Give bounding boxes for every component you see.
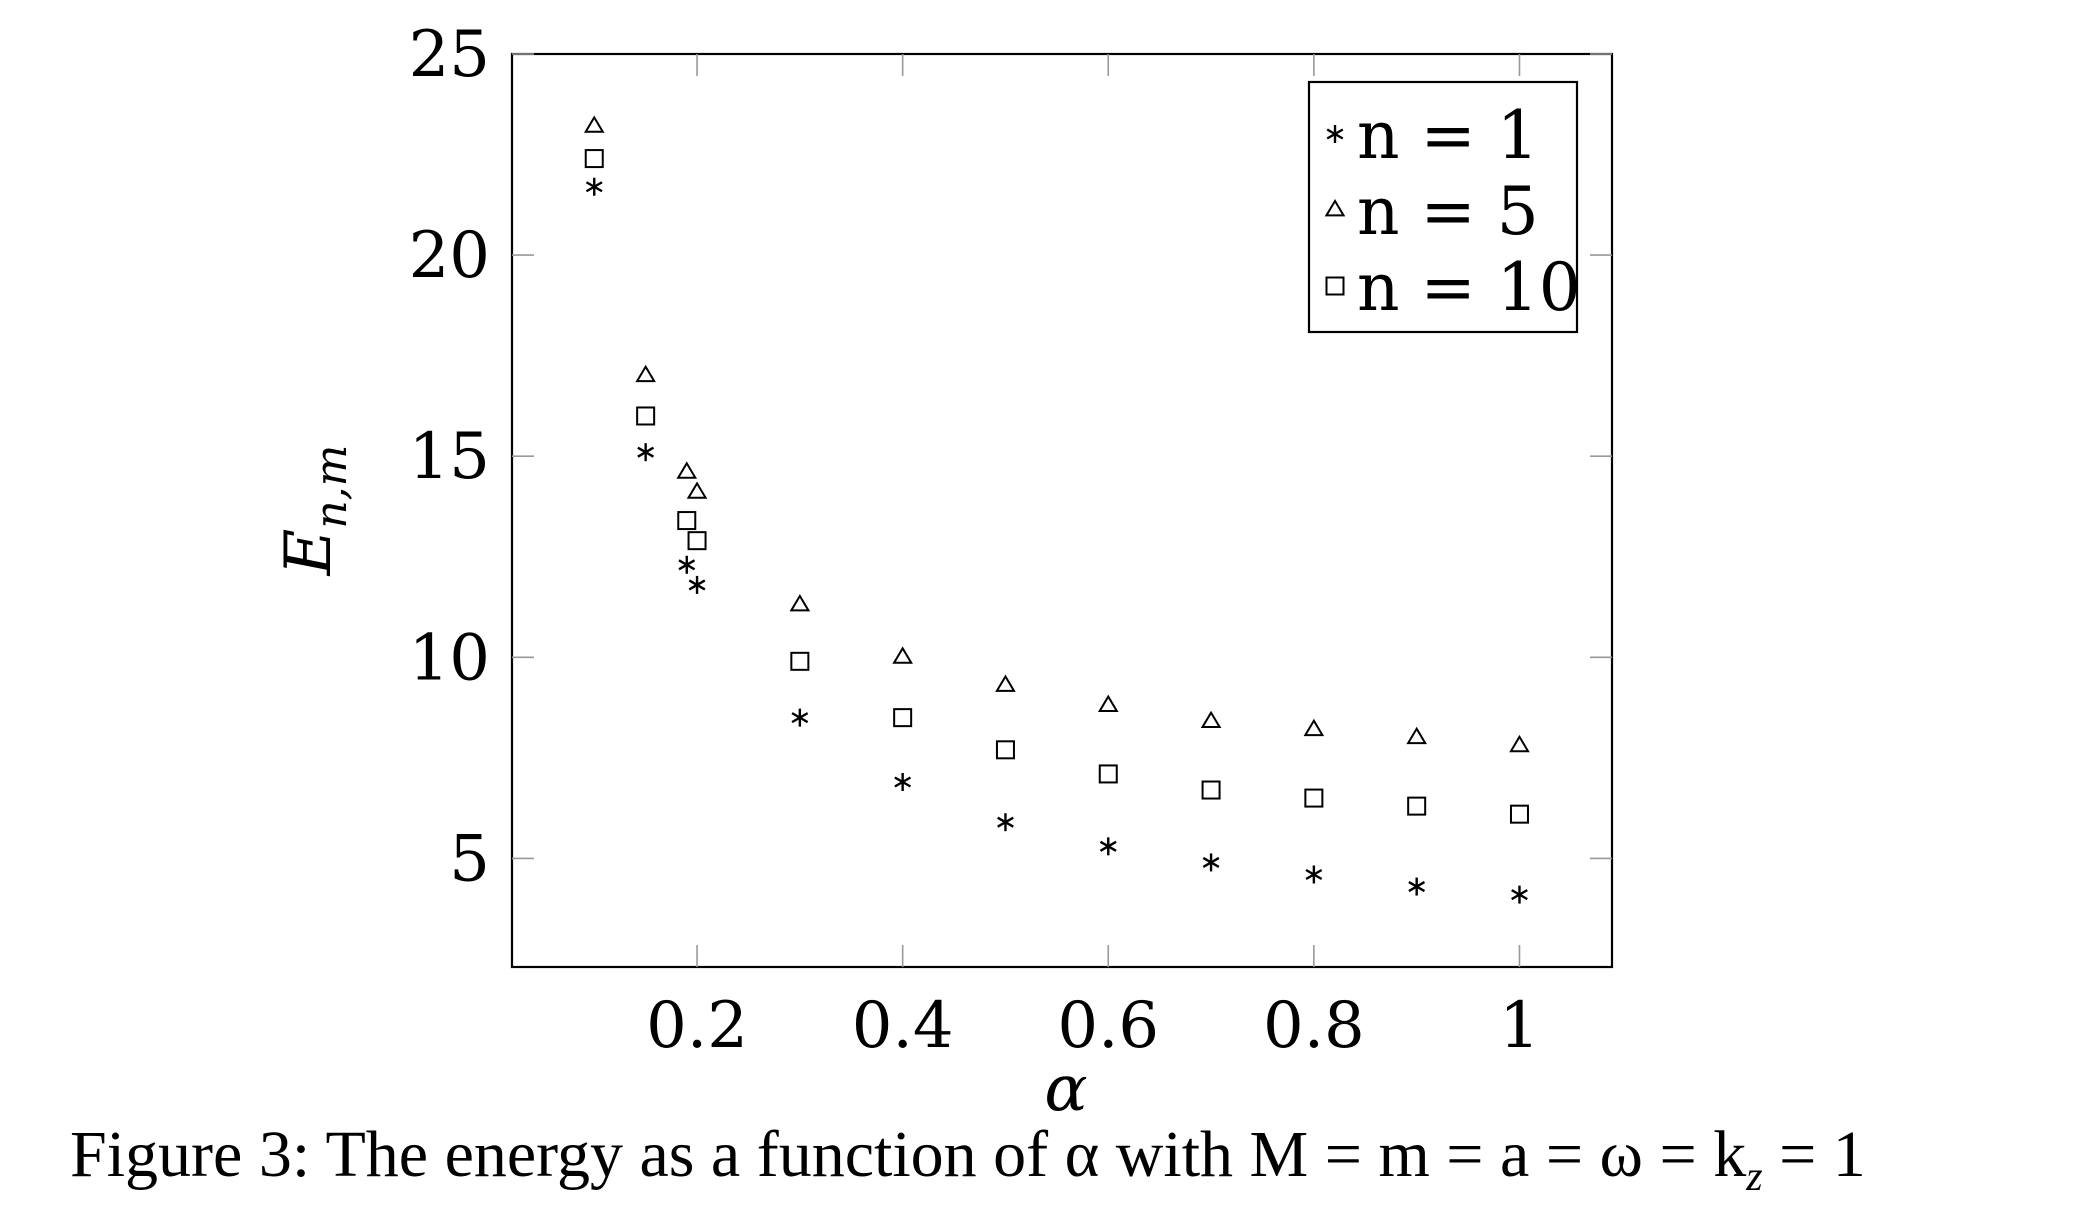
data-point-triangle [583,115,605,133]
legend-label: n = 1 [1357,97,1539,174]
legend-box [1307,80,1579,334]
data-point-asterisk [1305,865,1323,884]
data-point-triangle [789,594,811,612]
data-point-square [677,511,697,531]
y-tick-label: 5 [449,822,490,896]
data-point-square [1304,788,1324,808]
data-point-square [1201,780,1221,800]
y-axis-label-main: E [272,529,346,577]
legend-marker-triangle [1324,199,1346,217]
data-point-square [790,651,810,671]
data-point-triangle [686,481,708,499]
x-tick-label: 1 [1499,989,1540,1063]
y-tick-label: 25 [409,18,490,92]
data-point-asterisk [637,443,655,462]
data-point-triangle [1200,710,1222,729]
x-tick-label: 0.8 [1263,989,1365,1063]
x-tick-label: 0.2 [646,989,748,1063]
x-tick-label: 0.4 [852,989,954,1063]
y-tick-label: 10 [409,621,490,695]
caption-text: Figure 3: The energy as a function of α … [70,1118,1747,1191]
data-point-square [584,149,604,169]
data-point-asterisk [1099,837,1117,856]
data-point-triangle [676,461,698,479]
y-tick-label: 20 [409,219,490,293]
data-point-triangle [1303,718,1325,737]
data-point-asterisk [1511,885,1528,904]
data-point-square [636,406,656,426]
data-point-square [687,531,707,551]
data-point-asterisk [1408,877,1426,896]
caption-subscript: z [1746,1154,1763,1201]
data-point-square [1098,764,1118,784]
data-point-triangle [892,646,913,664]
legend-marker-asterisk [1326,125,1344,143]
data-point-asterisk [678,555,696,574]
data-point-asterisk [894,772,912,791]
x-axis-label: α [1044,1052,1087,1126]
data-point-square [995,740,1015,760]
x-tick-label: 0.6 [1057,989,1159,1063]
plot-frame [510,52,1614,969]
legend-marker-square [1325,276,1345,296]
data-point-asterisk [997,813,1014,832]
data-point-triangle [1406,726,1427,745]
data-point-asterisk [688,575,706,594]
data-point-asterisk [1202,853,1220,872]
data-point-triangle [1509,734,1530,753]
data-point-triangle [995,674,1016,692]
data-point-square [1407,796,1427,816]
data-point-asterisk [791,708,809,727]
data-point-triangle [635,364,656,383]
y-axis-label: En,m [272,445,357,577]
figure-caption: Figure 3: The energy as a function of α … [70,1122,2070,1201]
legend-label: n = 10 [1357,249,1581,326]
data-point-triangle [1097,694,1119,712]
legend-label: n = 5 [1357,173,1539,250]
caption-end: = 1 [1762,1118,1866,1191]
y-tick-label: 15 [409,420,490,494]
y-axis-label-subscript: n,m [306,445,357,529]
data-point-asterisk [585,177,603,196]
data-point-square [1509,804,1529,824]
data-point-square [893,708,913,728]
